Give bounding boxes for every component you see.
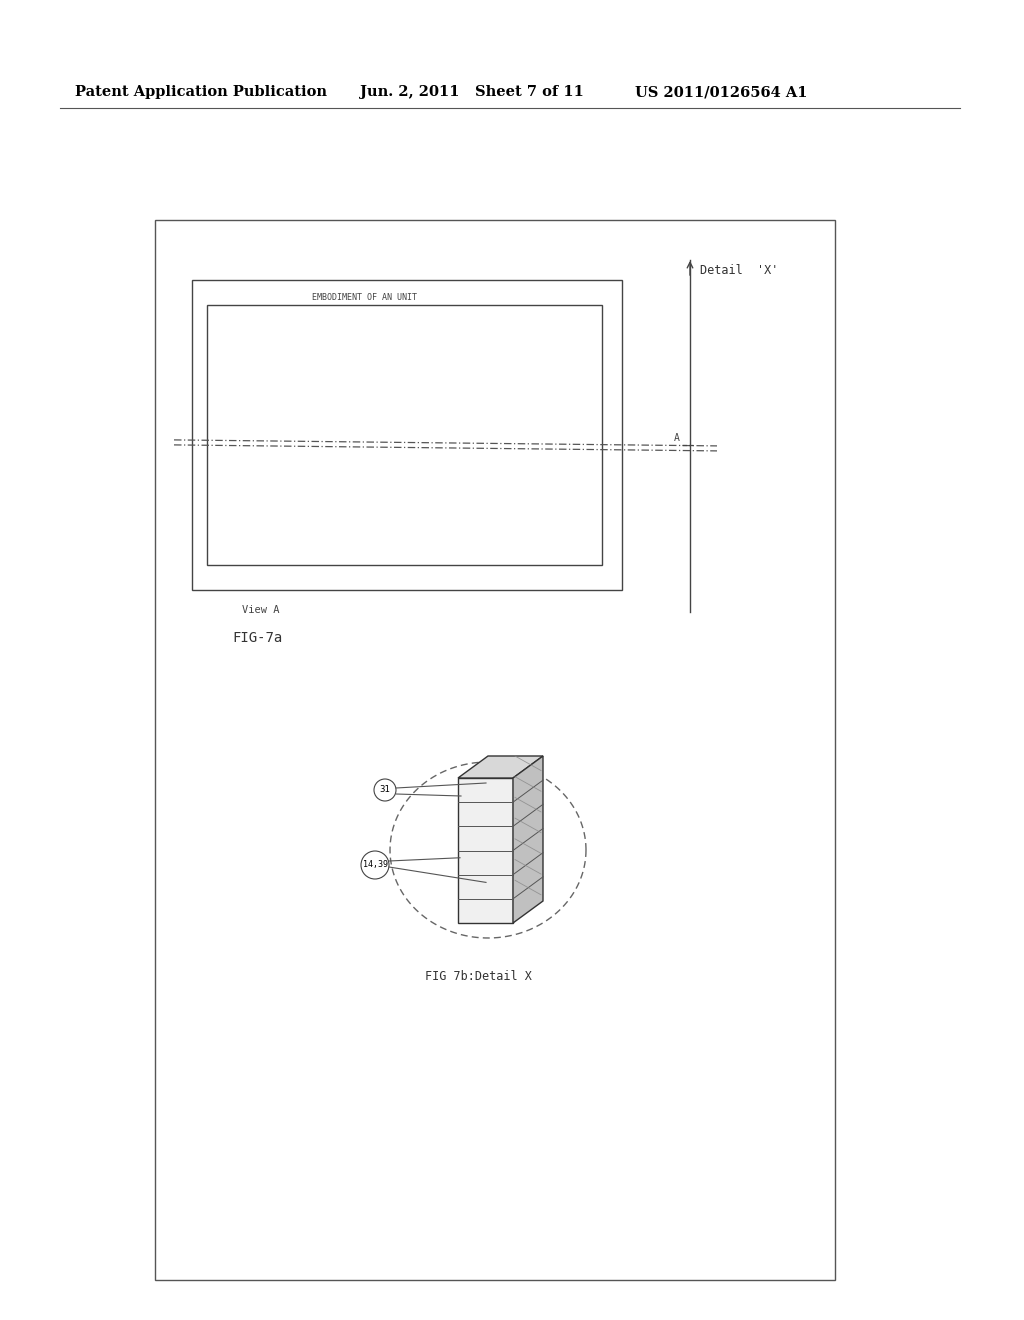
- Text: 31: 31: [380, 785, 390, 795]
- Bar: [458, 777, 513, 923]
- Text: Patent Application Publication: Patent Application Publication: [75, 84, 327, 99]
- Text: Detail  'X': Detail 'X': [700, 264, 778, 276]
- Text: EMBODIMENT OF AN UNIT: EMBODIMENT OF AN UNIT: [311, 293, 417, 302]
- Text: Jun. 2, 2011: Jun. 2, 2011: [360, 84, 460, 99]
- Text: US 2011/0126564 A1: US 2011/0126564 A1: [635, 84, 808, 99]
- Polygon shape: [458, 756, 543, 777]
- Bar: [155, 220, 835, 1280]
- Circle shape: [361, 851, 389, 879]
- Text: FIG-7a: FIG-7a: [232, 631, 283, 645]
- Text: Sheet 7 of 11: Sheet 7 of 11: [475, 84, 584, 99]
- Text: FIG 7b:Detail X: FIG 7b:Detail X: [425, 969, 531, 982]
- Polygon shape: [513, 756, 543, 923]
- Text: A: A: [674, 433, 680, 444]
- Text: 14,39: 14,39: [362, 861, 387, 870]
- Circle shape: [374, 779, 396, 801]
- Bar: [193, 280, 622, 590]
- Bar: [207, 305, 602, 565]
- Text: View A: View A: [242, 605, 280, 615]
